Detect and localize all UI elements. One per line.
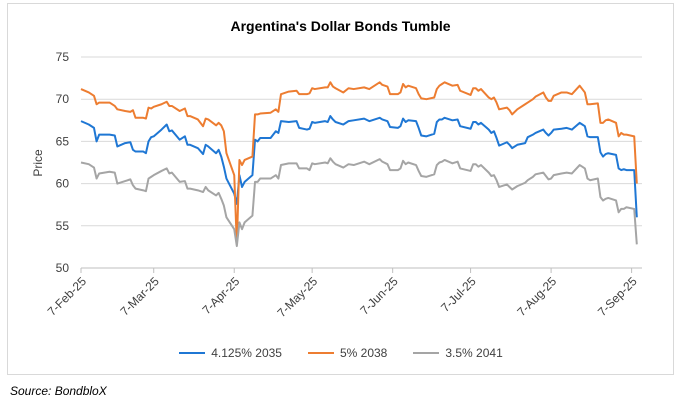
legend-swatch [179, 352, 206, 354]
y-axis-label: Price [31, 149, 45, 177]
y-tick-label: 65 [56, 134, 70, 148]
chart-frame [7, 3, 674, 375]
series-line-2 [80, 81, 638, 246]
legend: 4.125% 2035 5% 2038 3.5% 2041 [0, 346, 682, 360]
x-tick-label: 7-Aug-25 [514, 274, 559, 319]
legend-item-3: 3.5% 2041 [413, 346, 503, 360]
legend-swatch [307, 352, 334, 354]
x-axis: 7-Feb-25 7-Mar-25 7-Apr-25 7-May-25 7-Jun-25… [45, 267, 642, 320]
y-tick-label: 70 [56, 92, 70, 106]
x-tick-label: 7-Jul-25 [438, 274, 479, 315]
gridlines [81, 56, 642, 227]
source-note: Source: BondbloX [10, 384, 107, 398]
x-tick-label: 7-May-25 [275, 274, 321, 320]
y-tick-label: 55 [56, 219, 70, 233]
y-tick-label: 75 [56, 50, 70, 64]
series-line-3 [80, 157, 638, 248]
legend-swatch [413, 352, 440, 354]
x-tick-label: 7-Jun-25 [357, 274, 401, 318]
legend-label: 4.125% 2035 [211, 346, 282, 360]
x-tick-label: 7-Sep-25 [595, 274, 640, 319]
x-tick-label: 7-Apr-25 [199, 274, 242, 317]
series-line-1 [80, 115, 638, 218]
legend-item-1: 4.125% 2035 [179, 346, 282, 360]
y-tick-label: 60 [56, 177, 70, 191]
legend-item-2: 5% 2038 [307, 346, 388, 360]
legend-label: 3.5% 2041 [445, 346, 503, 360]
legend-label: 5% 2038 [339, 346, 388, 360]
x-tick-label: 7-Mar-25 [118, 274, 163, 319]
y-axis: 50 55 60 65 70 75 [56, 50, 70, 275]
chart-title: Argentina's Dollar Bonds Tumble [230, 18, 451, 34]
x-tick-label: 7-Feb-25 [45, 274, 90, 319]
series-lines [80, 81, 638, 248]
y-tick-label: 50 [56, 261, 70, 275]
